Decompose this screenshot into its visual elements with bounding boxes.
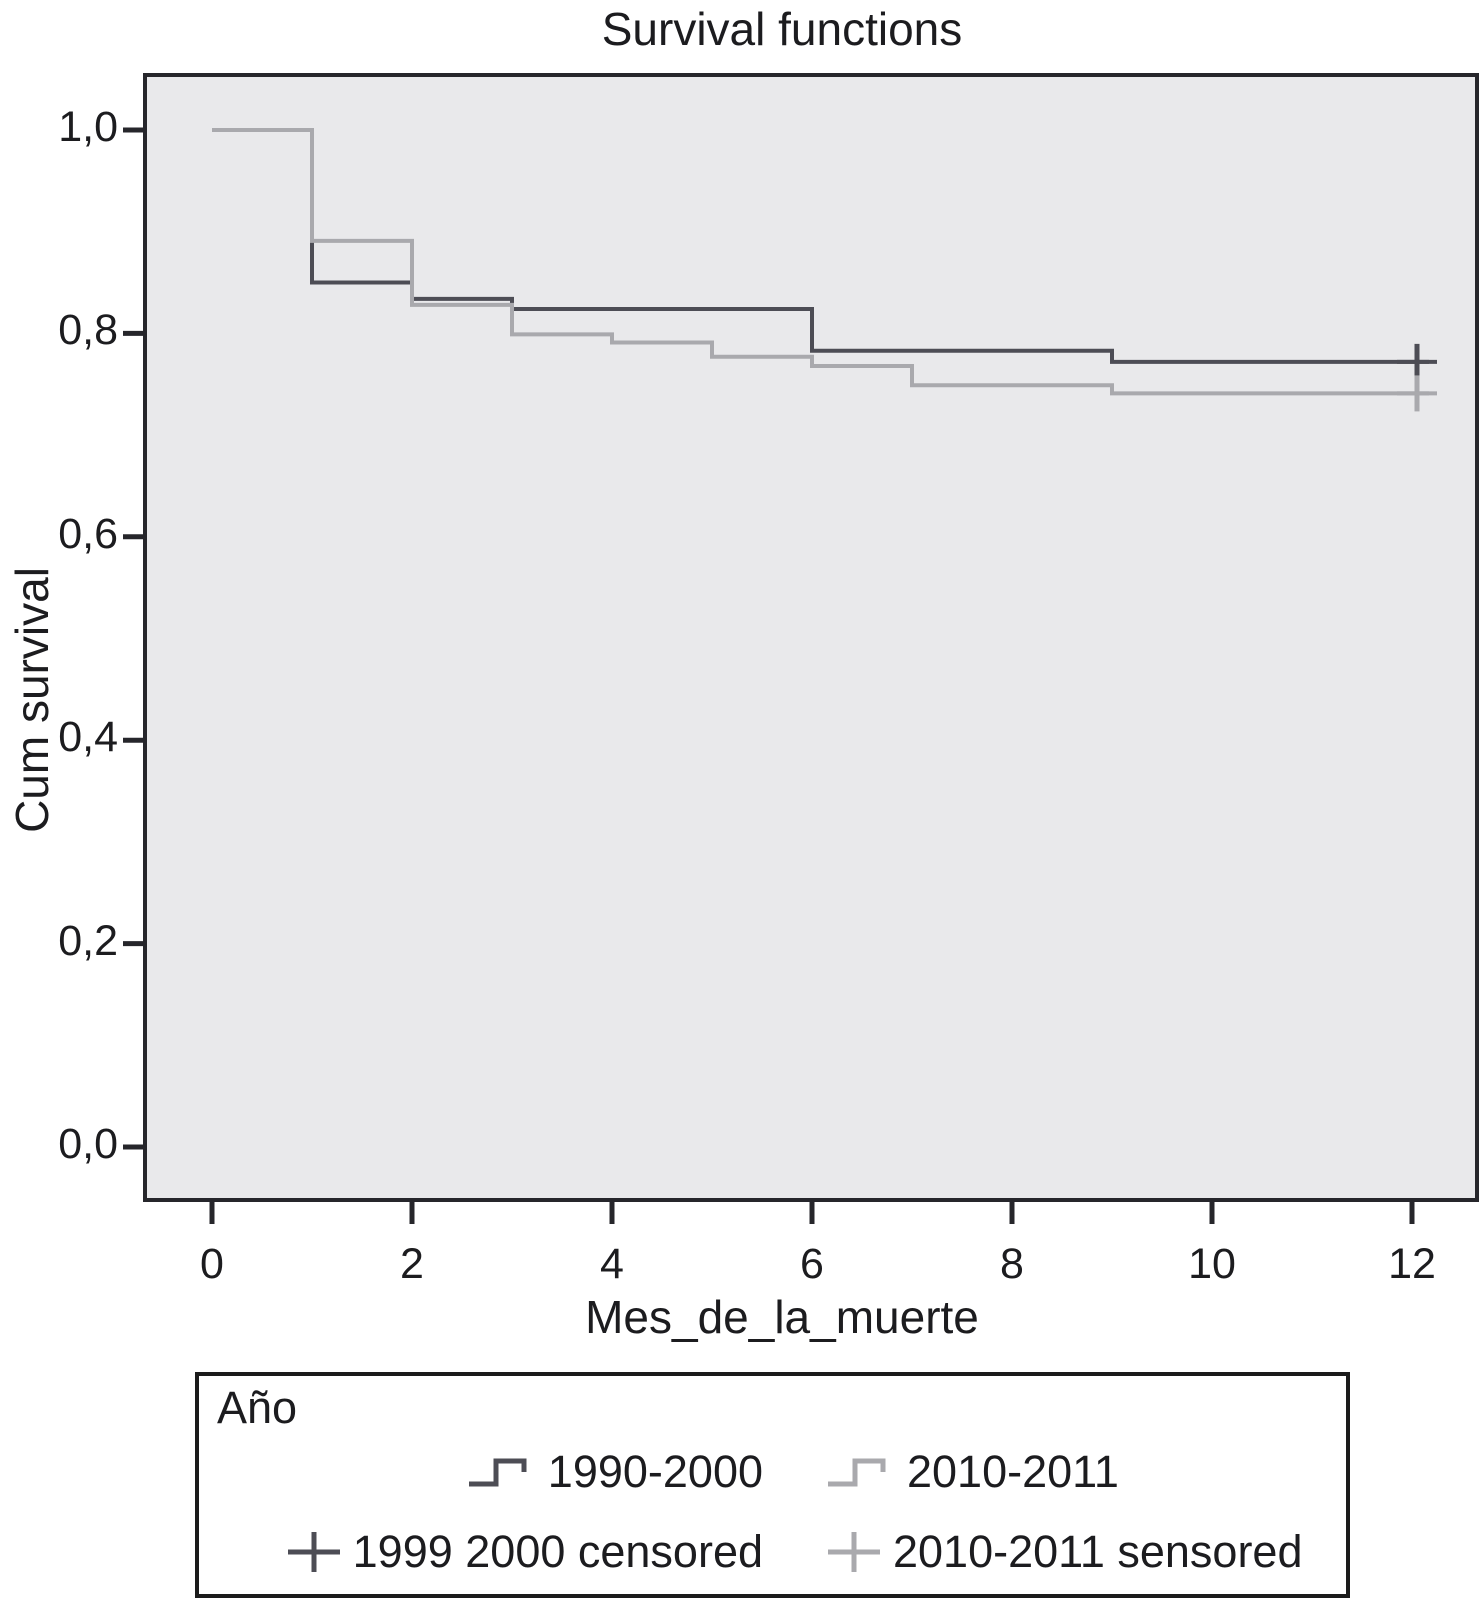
- y-tick-label: 0,8: [58, 306, 118, 355]
- x-tick-label: 2: [400, 1240, 424, 1288]
- legend: Año 1990-2000 2010-2011 1999 2000 cen: [195, 1372, 1350, 1598]
- legend-item-2010-2011-censored: 2010-2011 sensored: [791, 1526, 1346, 1578]
- legend-title: Año: [217, 1382, 298, 1433]
- step-line-icon: [468, 1458, 527, 1487]
- legend-item-1990-2000: 1990-2000: [199, 1446, 791, 1498]
- y-axis-title: Cum survival: [6, 567, 58, 833]
- legend-item-1990-2000-censored: 1999 2000 censored: [199, 1526, 791, 1578]
- plus-marker-icon: [287, 1532, 340, 1572]
- x-tick-label: 0: [200, 1240, 224, 1288]
- chart-title: Survival functions: [601, 3, 963, 55]
- survival-curve-2010-2011: [212, 128, 1429, 396]
- legend-item-label: 2010-2011 sensored: [893, 1526, 1303, 1577]
- x-tick-label: 10: [1188, 1240, 1236, 1288]
- x-tick-label: 12: [1388, 1240, 1436, 1288]
- legend-item-label: 1990-2000: [547, 1446, 763, 1497]
- plot-area: [143, 73, 1479, 1202]
- x-tick-label: 6: [800, 1240, 824, 1288]
- legend-item-label: 1999 2000 censored: [352, 1526, 763, 1577]
- y-tick-label: 0,6: [58, 509, 118, 558]
- y-tick-label: 0,4: [58, 713, 118, 762]
- x-tick-label: 8: [1000, 1240, 1024, 1288]
- legend-item-label: 2010-2011: [907, 1446, 1119, 1497]
- y-tick-label: 1,0: [58, 103, 118, 151]
- legend-row-series: 1990-2000 2010-2011: [199, 1436, 1346, 1508]
- legend-item-2010-2011: 2010-2011: [791, 1446, 1346, 1498]
- x-tick-label: 4: [600, 1240, 624, 1288]
- x-axis-title: Mes_de_la_muerte: [585, 1291, 979, 1343]
- y-tick-label: 0,0: [58, 1120, 118, 1168]
- legend-row-censored: 1999 2000 censored 2010-2011 sensored: [199, 1516, 1346, 1588]
- plus-marker-icon: [828, 1532, 880, 1572]
- y-tick-label: 0,2: [58, 916, 118, 965]
- step-line-icon: [828, 1458, 886, 1487]
